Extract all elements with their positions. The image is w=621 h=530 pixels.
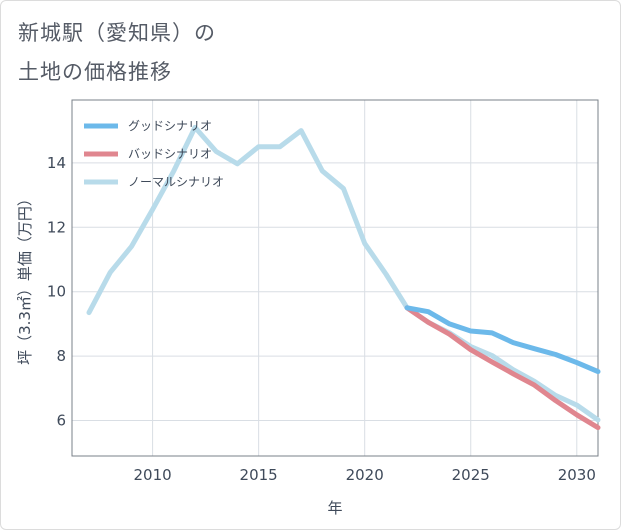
tick-layer: 2010 2015 2020 2025 2030 6 8 10 12 14 [47,154,596,484]
x-tick-label-2030: 2030 [558,466,596,484]
x-axis-label: 年 [327,499,342,517]
y-tick-label-10: 10 [47,283,66,301]
y-tick-label-12: 12 [47,218,66,236]
series-layer [86,124,601,431]
y-tick-label-6: 6 [56,412,66,430]
chart-title-line1: 新城駅（愛知県）の [18,21,216,45]
y-axis-label: 坪（3.3㎡）単価（万円） [16,191,34,365]
series-line-normal [86,124,601,423]
legend-label-bad: バッドシナリオ [128,147,212,161]
y-tick-label-14: 14 [47,154,66,172]
series-line-bad [404,305,601,431]
x-tick-label-2020: 2020 [346,466,384,484]
plot-frame [71,99,599,457]
x-tick-label-2010: 2010 [134,466,172,484]
series-line-good [404,305,601,375]
x-tick-label-2025: 2025 [452,466,490,484]
chart-title-line2: 土地の価格推移 [18,60,172,84]
grid-layer [72,100,598,456]
legend-label-good: グッドシナリオ [128,119,212,133]
x-tick-label-2015: 2015 [240,466,278,484]
legend-label-normal: ノーマルシナリオ [128,175,224,189]
y-tick-label-8: 8 [56,347,66,365]
